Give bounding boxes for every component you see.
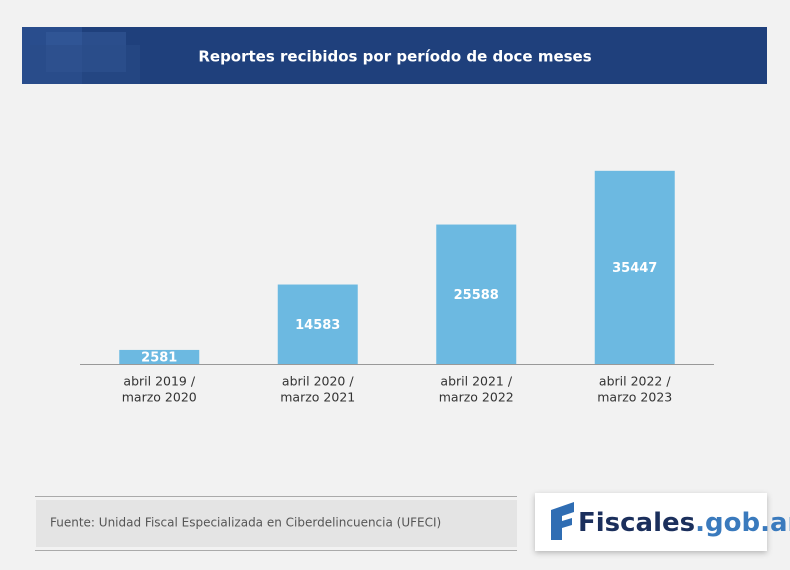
header-decor	[30, 45, 140, 84]
header-band	[22, 27, 767, 84]
logo-text: Fiscales.gob.ar	[578, 508, 790, 538]
logo-domain: .gob.ar	[695, 508, 790, 538]
chart-title: Reportes recibidos por período de doce m…	[198, 48, 591, 66]
x-tick-label: abril 2022 /	[599, 374, 671, 389]
value-label: 2581	[141, 350, 177, 365]
bar	[594, 170, 675, 364]
value-label: 14583	[295, 318, 340, 333]
x-tick-label: abril 2021 /	[440, 374, 512, 389]
x-tick-label: marzo 2022	[439, 390, 514, 405]
x-tick-label: marzo 2020	[122, 390, 197, 405]
x-tick-label: abril 2020 /	[282, 374, 354, 389]
value-label: 35447	[612, 261, 657, 276]
value-label: 25588	[454, 288, 499, 303]
bar	[119, 349, 200, 364]
bar	[436, 224, 517, 364]
source-box	[36, 500, 517, 547]
logo-name: Fiscales	[578, 508, 695, 538]
source-text: Fuente: Unidad Fiscal Especializada en C…	[50, 516, 441, 530]
x-tick-label: marzo 2023	[597, 390, 672, 405]
logo-icon	[551, 502, 574, 540]
x-tick-label: marzo 2021	[280, 390, 355, 405]
x-tick-label: abril 2019 /	[123, 374, 195, 389]
bar	[277, 284, 358, 364]
